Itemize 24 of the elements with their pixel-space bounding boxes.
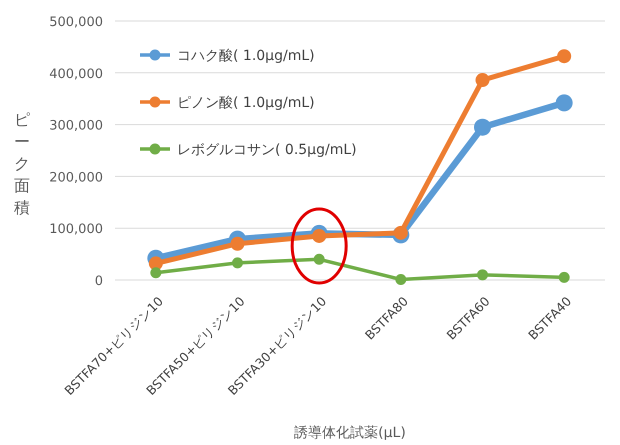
point — [312, 228, 326, 243]
y-tick-label: 300,000 — [49, 118, 103, 134]
point — [474, 118, 491, 136]
point — [395, 274, 406, 285]
y-tick-label: 400,000 — [49, 66, 103, 82]
y-tick-label: 100,000 — [49, 222, 103, 238]
point — [394, 226, 408, 240]
point — [477, 269, 488, 280]
point — [150, 267, 162, 278]
legend-label: コハク酸( 1.0µg/mL) — [177, 48, 315, 64]
point — [556, 94, 573, 112]
point — [230, 236, 244, 251]
point — [558, 272, 570, 283]
y-tick-label: 0 — [94, 274, 103, 289]
x-axis-title: 誘導体化試薬(µL) — [294, 425, 406, 441]
y-tick-label: 200,000 — [49, 170, 103, 186]
y-axis-title: ピーク面積 — [14, 110, 30, 217]
legend-label: レボグルコサン( 0.5µg/mL) — [177, 142, 357, 158]
point — [476, 73, 490, 88]
y-tick-label: 500,000 — [49, 15, 103, 30]
point — [557, 49, 572, 64]
point — [314, 254, 325, 265]
legend-label: ピノン酸( 1.0µg/mL) — [177, 95, 315, 111]
point — [232, 257, 243, 268]
